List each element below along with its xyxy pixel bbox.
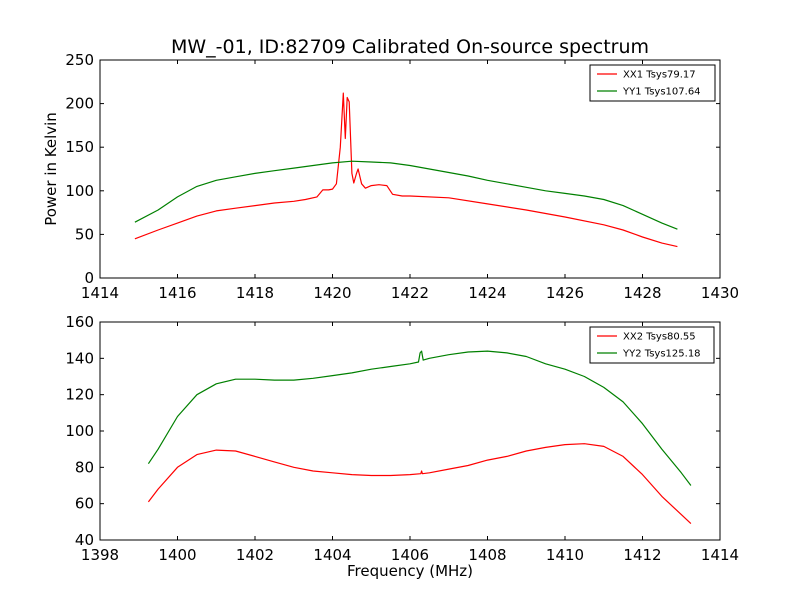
x-tick-label: 1416 [158, 284, 196, 302]
y-tick-label: 200 [65, 95, 94, 113]
plot-area-frame [99, 59, 721, 279]
x-tick-label: 1404 [313, 546, 351, 564]
legend-entry-label: XX1 Tsys79.17 [623, 70, 696, 81]
legend-box [589, 326, 715, 364]
y-tick-label: 60 [75, 495, 94, 513]
y-tick-label: 120 [65, 386, 94, 404]
x-tick-label: 1420 [313, 284, 351, 302]
x-tick-label: 1398 [81, 546, 119, 564]
y-tick-label: 0 [84, 269, 94, 287]
y-tick-label: 40 [75, 531, 94, 549]
legend: XX1 Tsys79.17 YY1 Tsys107.64 [589, 64, 716, 102]
x-tick-label: 1424 [468, 284, 506, 302]
x-tick-label: 1430 [701, 284, 739, 302]
series-line-xx2 [147, 443, 692, 525]
series-line-xx1 [134, 92, 678, 248]
x-tick-label: 1426 [546, 284, 584, 302]
x-tick-label: 1410 [546, 546, 584, 564]
plot-area-frame [99, 321, 721, 541]
x-tick-label: 1408 [468, 546, 506, 564]
y-tick-label: 80 [75, 458, 94, 476]
top-spectrum-panel: 1414 1416 1418 1420 1422 1424 1426 1428 1430 0 50 1… [65, 51, 739, 302]
x-tick-label: 1414 [81, 284, 119, 302]
legend-entry-label: XX2 Tsys80.55 [623, 332, 696, 343]
legend-entry-label: YY1 Tsys107.64 [622, 87, 701, 98]
x-tick-label: 1400 [158, 546, 196, 564]
series-line-yy1 [134, 160, 678, 230]
y-tick-label: 140 [65, 349, 94, 367]
x-tick-label: 1406 [391, 546, 429, 564]
bottom-spectrum-panel: 1398 1400 1402 1404 1406 1408 1410 1412 1414 40 60… [65, 313, 739, 564]
x-tick-label: 1414 [701, 546, 739, 564]
x-tick-label: 1428 [623, 284, 661, 302]
legend-box [589, 64, 716, 102]
y-tick-label: 250 [65, 51, 94, 69]
y-tick-label: 50 [75, 225, 94, 243]
legend: XX2 Tsys80.55 YY2 Tsys125.18 [589, 326, 715, 364]
legend-entry-label: YY2 Tsys125.18 [622, 349, 701, 360]
x-tick-label: 1412 [623, 546, 661, 564]
y-tick-label: 160 [65, 313, 94, 331]
series-line-yy2 [147, 350, 692, 486]
x-tick-label: 1422 [391, 284, 429, 302]
y-tick-label: 150 [65, 138, 94, 156]
y-tick-label: 100 [65, 182, 94, 200]
y-axis-label: Power in Kelvin [42, 112, 60, 226]
figure-title: MW_-01, ID:82709 Calibrated On-source sp… [171, 36, 649, 58]
x-axis-label: Frequency (MHz) [347, 562, 473, 580]
x-tick-label: 1402 [236, 546, 274, 564]
x-tick-label: 1418 [236, 284, 274, 302]
y-tick-label: 100 [65, 422, 94, 440]
